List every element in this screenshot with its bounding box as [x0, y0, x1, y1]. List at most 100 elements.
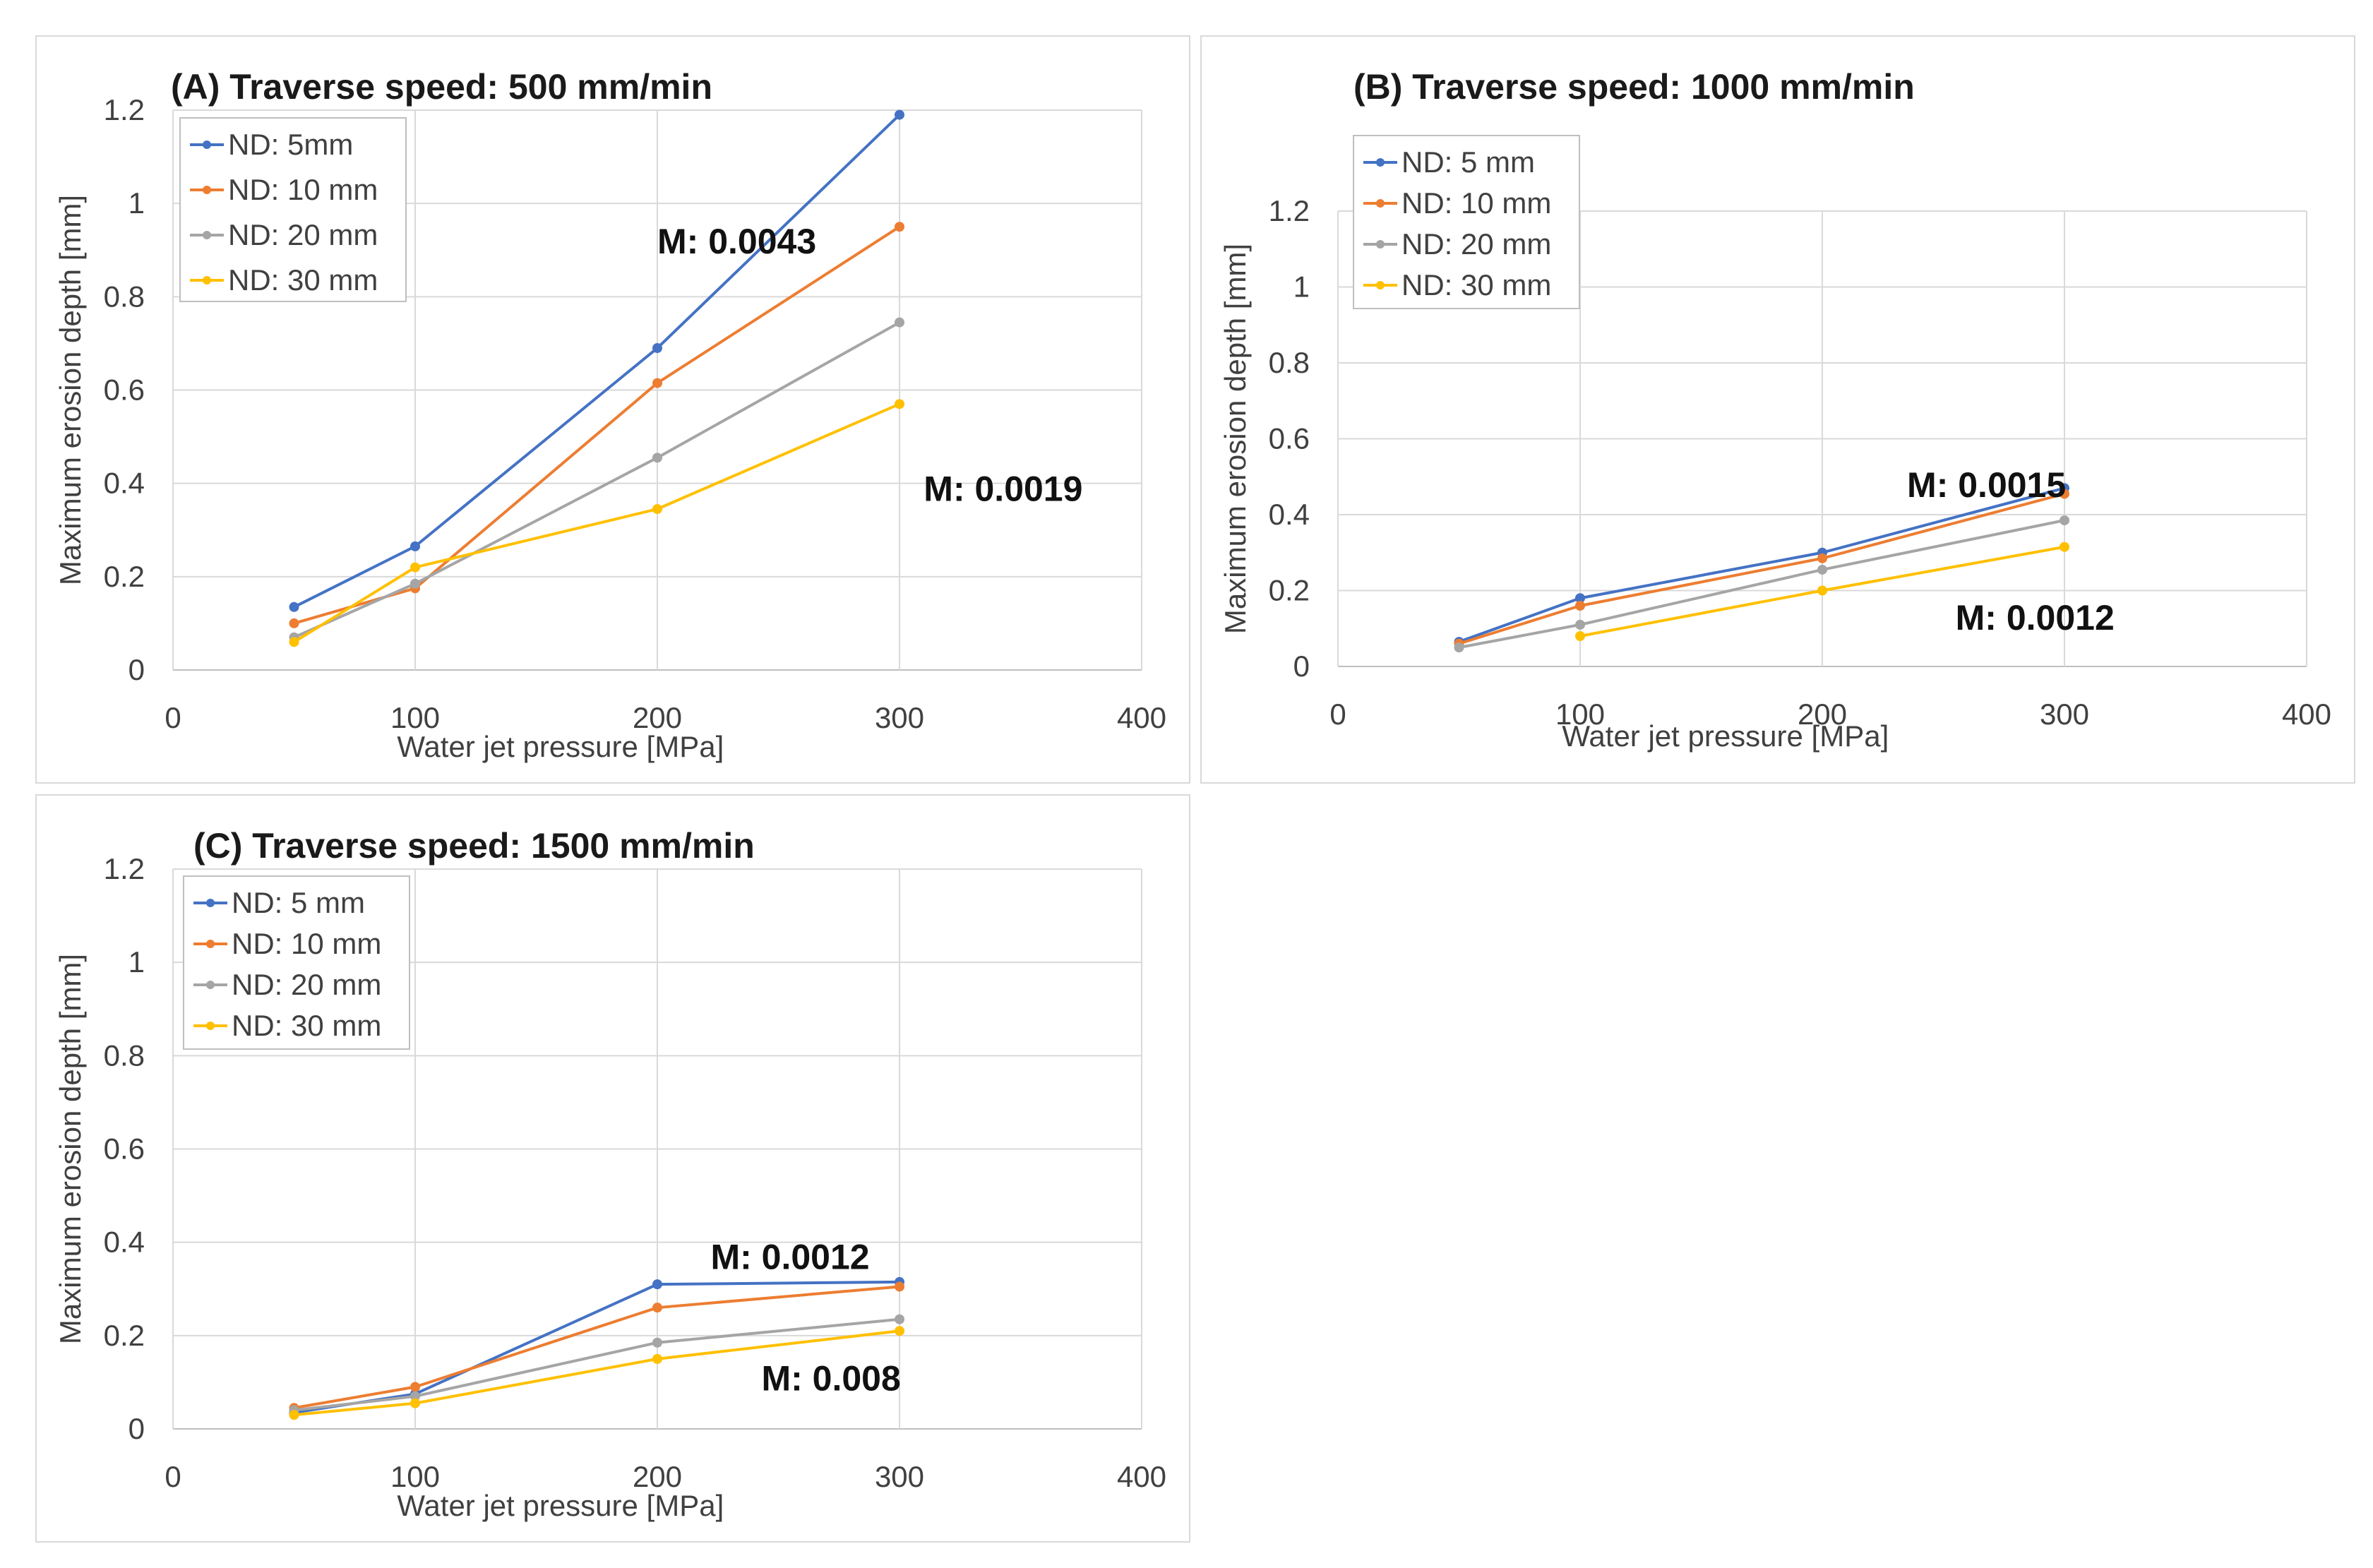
chart-c-data-point [289, 1410, 299, 1420]
chart-b-ytick-label: 0.6 [1269, 422, 1310, 455]
chart-a-legend-marker [203, 276, 211, 285]
chart-c-legend-label: ND: 20 mm [232, 968, 381, 1001]
chart-c-legend-marker [206, 940, 215, 948]
chart-b-title: (B) Traverse speed: 1000 mm/min [1353, 67, 1915, 107]
chart-c-data-point [652, 1303, 662, 1313]
chart-b-legend-marker [1376, 281, 1385, 289]
chart-c-legend-box [183, 875, 410, 1050]
chart-a-legend-label: ND: 30 mm [228, 263, 378, 297]
chart-b-data-point [1575, 631, 1585, 641]
chart-b-data-point [2060, 515, 2069, 526]
chart-a-xtick-label: 200 [633, 701, 682, 734]
chart-b-data-point [1575, 593, 1585, 604]
chart-c-annotation: M: 0.0012 [710, 1237, 869, 1276]
chart-c-ytick-label: 0.8 [104, 1039, 145, 1072]
chart-b-data-point [2060, 541, 2069, 552]
chart-b-data-point [1575, 619, 1585, 630]
chart-a-ytick-label: 1.2 [104, 93, 145, 126]
chart-c-data-point [895, 1326, 904, 1336]
chart-b-legend-label: ND: 10 mm [1401, 186, 1551, 220]
chart-b-data-point [1817, 564, 1827, 575]
chart-b-legend-label: ND: 5 mm [1401, 145, 1535, 179]
chart-b-annotation: M: 0.0012 [1956, 598, 2115, 638]
chart-c-xtick-label: 100 [390, 1460, 440, 1493]
chart-a-annotation: M: 0.0019 [924, 469, 1082, 508]
chart-a-xtick-label: 100 [390, 701, 440, 734]
chart-b-data-point [1817, 585, 1827, 596]
chart-a-data-point [652, 453, 662, 463]
chart-c-legend-marker [206, 981, 215, 989]
chart-c-ytick-label: 1.2 [104, 852, 145, 885]
chart-b-annotation: M: 0.0015 [1907, 465, 2066, 505]
chart-c-ytick-label: 0 [128, 1412, 145, 1445]
chart-b-data-point [1575, 601, 1585, 611]
chart-c-xtick-label: 200 [633, 1460, 682, 1493]
chart-a-legend-label: ND: 20 mm [228, 218, 378, 251]
chart-c-xtick-label: 400 [1117, 1460, 1166, 1493]
chart-a-svg: (A) Traverse speed: 500 mm/min 0 0.2 0.4 0.6… [54, 67, 1166, 763]
chart-a-ytick-label: 1 [128, 186, 145, 220]
chart-c-ytick-label: 0.4 [104, 1226, 145, 1259]
chart-c-annotation: M: 0.008 [761, 1358, 900, 1398]
chart-a-data-point [652, 343, 662, 354]
chart-a-data-point [895, 317, 904, 328]
chart-b-series-line-2 [1458, 492, 2065, 645]
chart-a-data-point [289, 602, 299, 612]
chart-b-ytick-label: 1.2 [1269, 194, 1310, 227]
chart-a-data-point [410, 562, 420, 573]
chart-c-xtick-label: 0 [165, 1460, 181, 1493]
chart-c-ylabel: Maximum erosion depth [mm] [54, 954, 87, 1344]
chart-c-series-line-2 [294, 1285, 900, 1410]
chart-c-legend-marker [206, 1022, 215, 1030]
chart-a-ytick-label: 0.6 [104, 373, 145, 407]
chart-c-data-point [895, 1314, 904, 1324]
chart-a-xtick-label: 0 [165, 701, 181, 734]
chart-c-xlabel: Water jet pressure [MPa] [397, 1489, 724, 1522]
chart-b-legend-label: ND: 20 mm [1401, 227, 1551, 261]
chart-c-xtick-label: 300 [875, 1460, 924, 1493]
chart-c-series-line-3 [294, 1317, 900, 1412]
chart-b-series-line-1 [1458, 486, 2065, 643]
chart-c-legend-label: ND: 10 mm [232, 927, 381, 960]
chart-b-ylabel: Maximum erosion depth [mm] [1219, 244, 1252, 634]
chart-a-series-line-4 [293, 402, 900, 644]
chart-a-data-point [652, 504, 662, 515]
chart-a-legend-marker [203, 231, 211, 239]
chart-b-xtick-label: 300 [2040, 698, 2089, 731]
chart-a-ytick-label: 0.4 [104, 467, 145, 500]
chart-c-data-point [652, 1353, 662, 1364]
chart-a-ytick-label: 0 [128, 653, 145, 686]
chart-a-data-point [289, 618, 299, 628]
chart-a-data-point [652, 378, 662, 388]
chart-a-title: (A) Traverse speed: 500 mm/min [171, 67, 712, 107]
chart-a-data-point [895, 399, 904, 409]
chart-b-ytick-label: 0.8 [1269, 346, 1310, 379]
chart-c-legend-label: ND: 30 mm [232, 1009, 381, 1042]
chart-b-xlabel: Water jet pressure [MPa] [1562, 719, 1889, 753]
chart-panel-a: (A) Traverse speed: 500 mm/min 0 0.2 0.4 0.6… [35, 35, 1190, 784]
chart-b-ytick-label: 0 [1293, 650, 1310, 683]
chart-b-legend-marker [1376, 240, 1385, 249]
chart-b-ytick-label: 0.4 [1269, 498, 1310, 531]
chart-a-series-line-3 [293, 321, 900, 639]
chart-c-title: (C) Traverse speed: 1500 mm/min [193, 826, 755, 866]
chart-a-data-point [895, 109, 904, 120]
chart-c-data-point [652, 1279, 662, 1290]
chart-c-svg: (C) Traverse speed: 1500 mm/min 0 0.2 0.4 0.… [54, 826, 1166, 1522]
chart-c-data-point [652, 1337, 662, 1348]
chart-a-legend-box [179, 117, 407, 302]
chart-b-ytick-label: 0.2 [1269, 574, 1310, 607]
chart-a-legend-label: ND: 10 mm [228, 173, 378, 206]
chart-a-data-point [410, 578, 420, 589]
chart-a-ytick-label: 0.2 [104, 560, 145, 593]
chart-panel-b: (B) Traverse speed: 1000 mm/min 0 0.2 0.4 0.… [1200, 35, 2355, 784]
chart-c-data-point [895, 1281, 904, 1292]
chart-c-data-point [410, 1391, 420, 1401]
chart-b-xtick-label: 200 [1798, 698, 1847, 731]
chart-b-xtick-label: 400 [2282, 698, 2331, 731]
chart-c-legend-marker [206, 899, 215, 907]
chart-c-data-point [410, 1382, 420, 1392]
chart-a-xtick-label: 400 [1117, 701, 1166, 734]
chart-b-xtick-label: 100 [1555, 698, 1605, 731]
chart-a-data-point [410, 541, 420, 551]
